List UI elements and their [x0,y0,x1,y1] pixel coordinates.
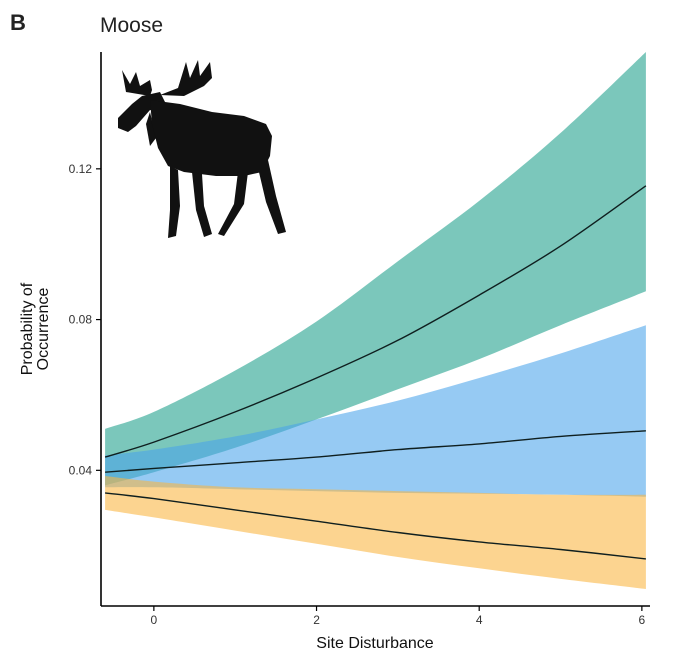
fitted-lines [104,185,647,560]
y-axis-title-line-1: Probability of [19,282,36,375]
confidence-bands [105,52,646,589]
fitted-line-3 [105,492,646,560]
x-axis-title: Site Disturbance [316,635,433,652]
x-tick-label: 6 [639,613,646,627]
y-tick-label: 0.04 [69,463,93,477]
y-tick-label: 0.08 [69,313,93,327]
confidence-band-2 [105,325,646,497]
moose-silhouette-icon [118,60,286,238]
y-axis-title-line-2: Occurrence [35,288,52,371]
fitted-line-2 [105,430,646,473]
fitted-line-1 [104,185,647,458]
y-axis-ticks: 0.04 0.08 0.12 [69,162,101,477]
confidence-band-1 [105,52,646,486]
chart-title: Moose [100,14,164,37]
x-tick-label: 2 [313,613,320,627]
x-tick-label: 4 [476,613,483,627]
y-axis-title: Probability of Occurrence [19,282,52,375]
panel-label: B [10,10,26,35]
x-tick-label: 0 [151,613,158,627]
confidence-band-3 [105,476,646,589]
y-tick-label: 0.12 [69,162,93,176]
x-axis-ticks: 0 2 4 6 [151,606,646,627]
